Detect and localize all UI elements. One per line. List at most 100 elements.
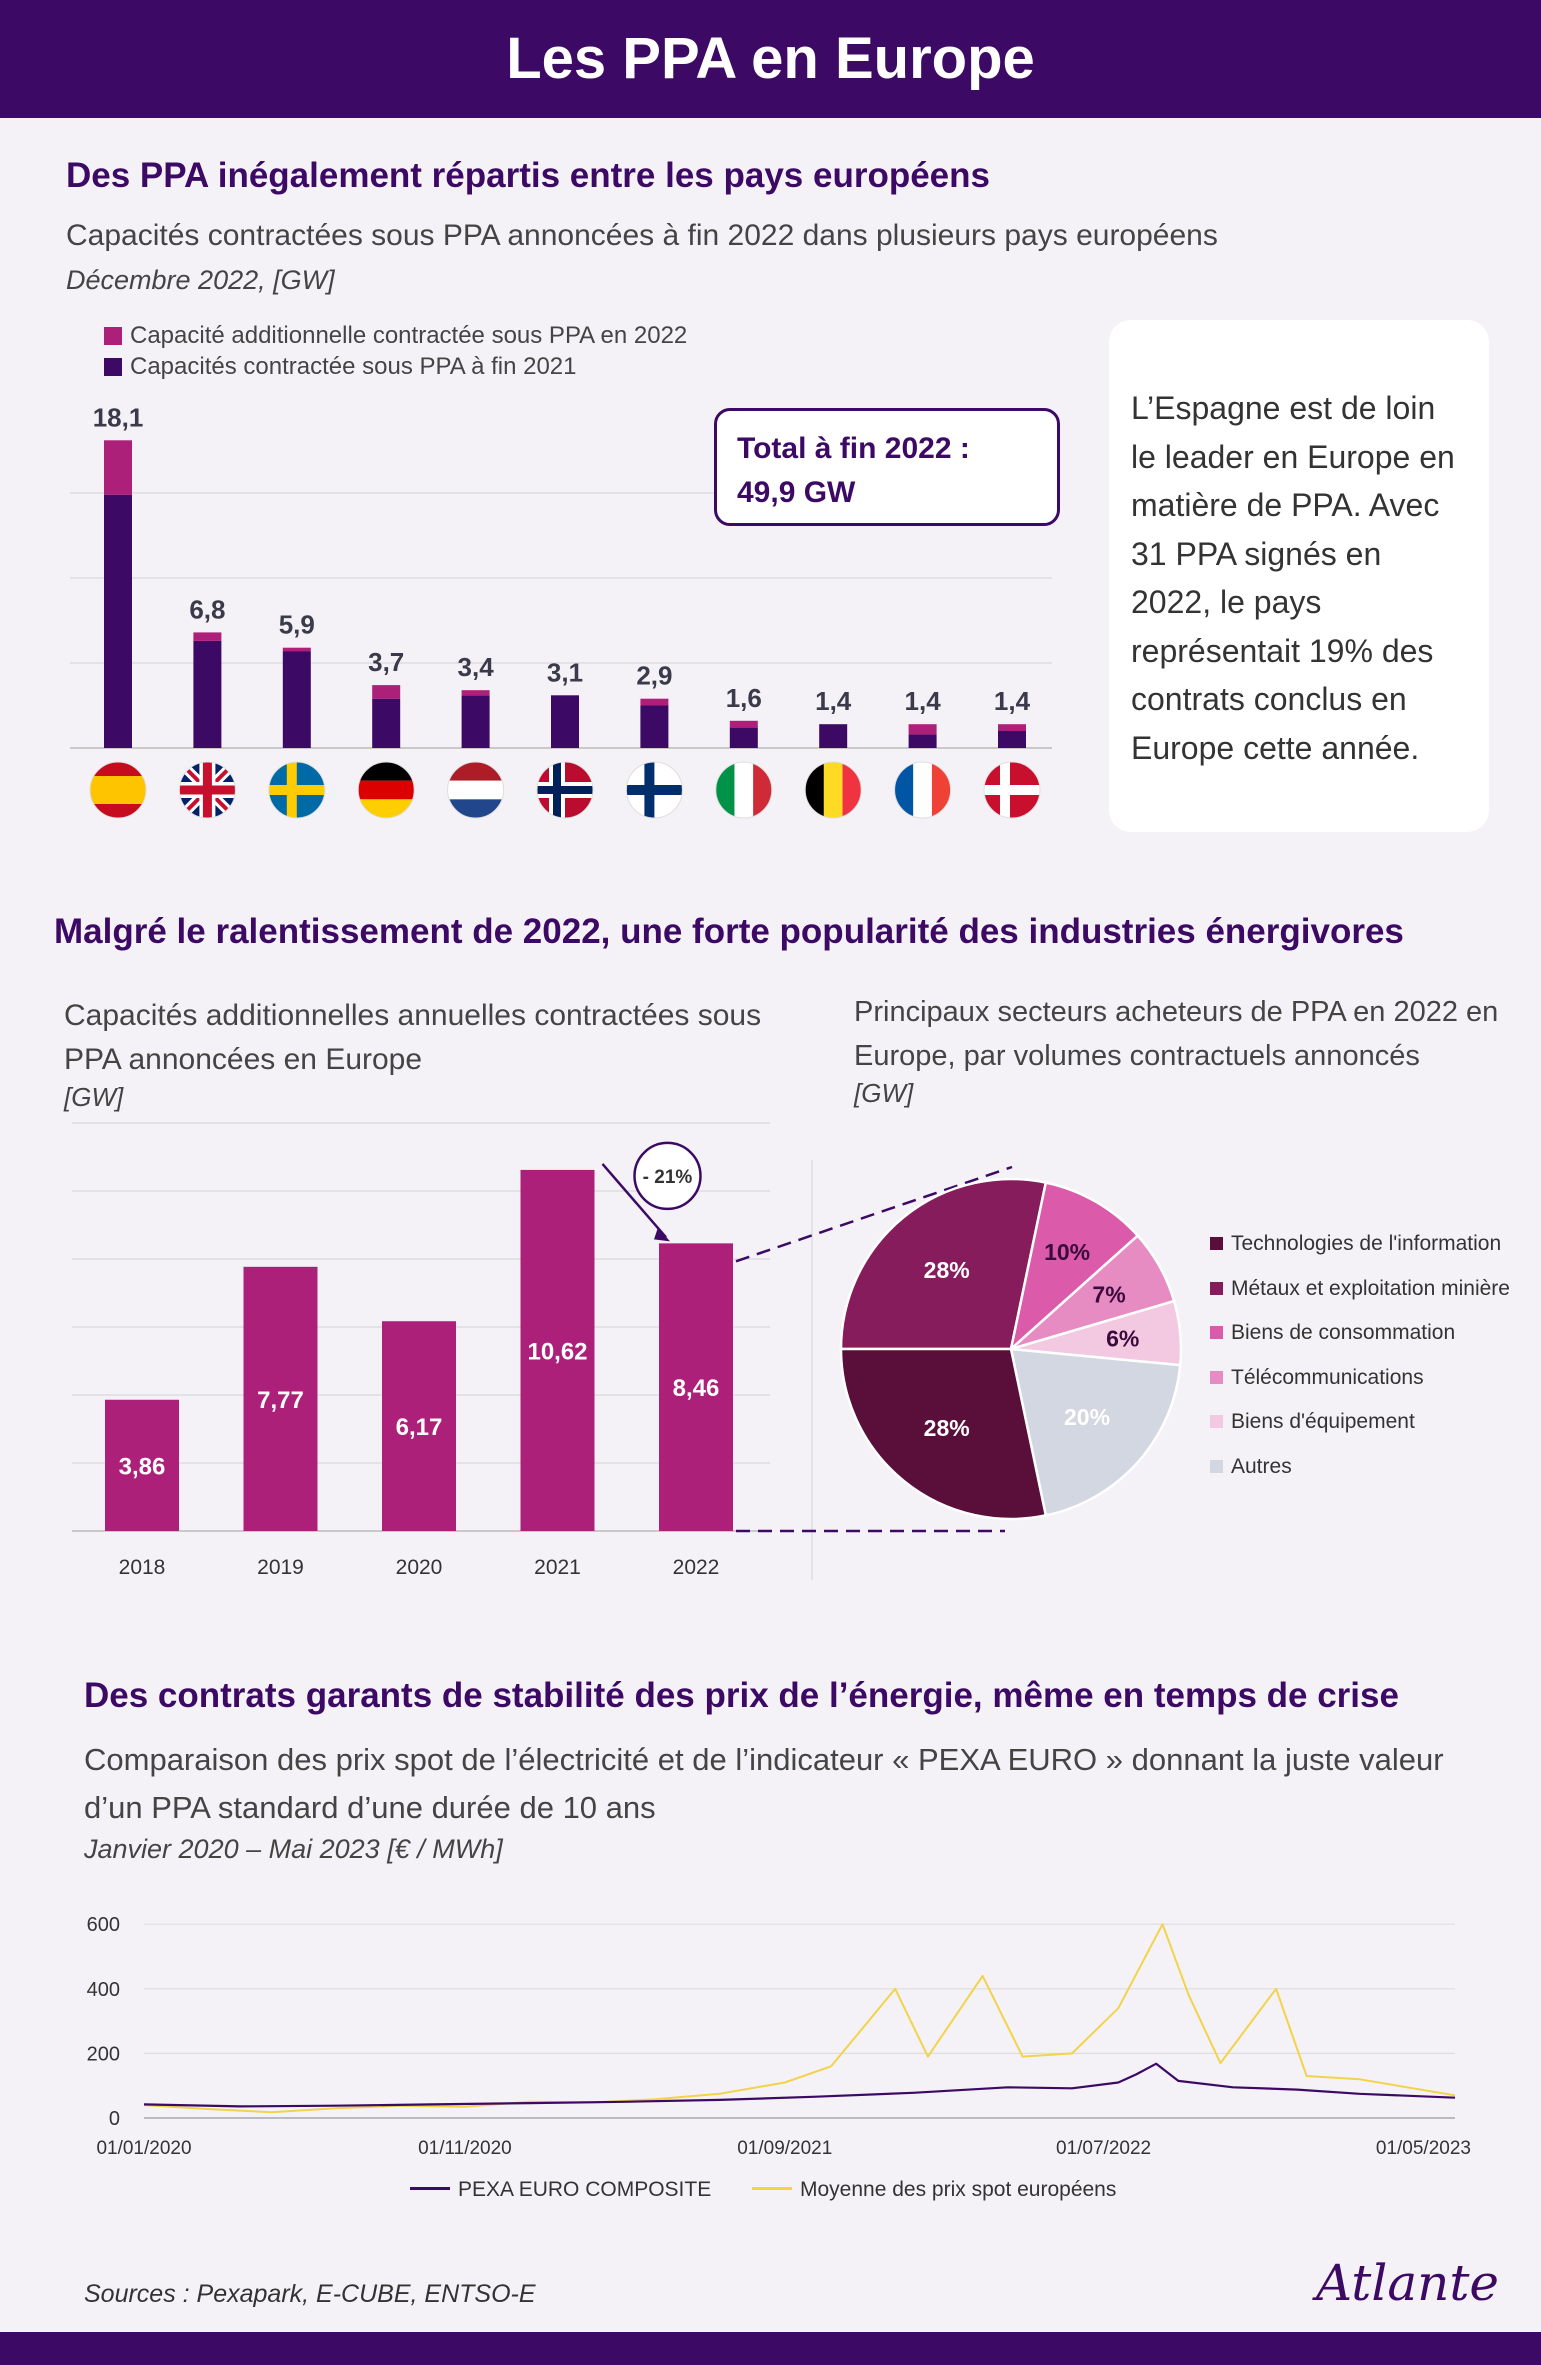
flag-body <box>358 762 415 818</box>
country-bar-chart: 18,1 6,8 5,9 3,7 3,4 3,1 2,9 1,6 1,4 1,4 1,4 <box>70 402 1052 819</box>
flag-outline <box>447 761 505 819</box>
y-tick-label: 400 <box>87 1979 120 2001</box>
flag-outline <box>357 761 415 819</box>
spot-price-line <box>143 1923 1456 2114</box>
bar-2021 <box>908 734 937 748</box>
footer-bar <box>0 2332 1541 2365</box>
pie-legend-swatch <box>1210 1415 1223 1428</box>
bar-total-label: 18,1 <box>93 402 144 432</box>
flag-body <box>984 762 1040 818</box>
flag-part <box>553 762 561 818</box>
flag-outline <box>983 761 1041 819</box>
x-tick-label: 2020 <box>396 1556 443 1579</box>
pie-legend-item: Télécommunications <box>1210 1366 1510 1411</box>
bar-value-label: 7,77 <box>257 1387 304 1414</box>
pie-legend-item: Biens d'équipement <box>1210 1410 1510 1455</box>
bar-2021 <box>282 651 311 748</box>
flag-part <box>447 762 504 781</box>
bar-2022 <box>998 724 1026 731</box>
sources: Sources : Pexapark, E-CUBE, ENTSO-E <box>84 2280 536 2308</box>
bar-2022 <box>908 724 937 735</box>
bar-2021 <box>193 640 222 748</box>
flag-part <box>931 762 951 818</box>
bar-2021 <box>551 695 579 748</box>
flag-body <box>894 762 951 818</box>
total-label: Total à fin 2022 : <box>737 432 970 465</box>
flag-part <box>984 785 1040 795</box>
flag-part <box>358 780 415 800</box>
bar-total-label: 6,8 <box>189 594 225 624</box>
flag-fr-icon <box>894 761 952 819</box>
flag-part <box>894 762 914 818</box>
connector-top <box>735 1165 1013 1263</box>
pie-legend-swatch <box>1210 1459 1223 1473</box>
flag-part <box>358 799 415 818</box>
flag-de-icon <box>357 761 415 819</box>
pie-legend-swatch <box>1210 1370 1223 1384</box>
bar-chart-title: Capacités additionnelles annuelles contr… <box>64 999 762 1076</box>
x-tick-label: 01/09/2021 <box>737 2138 832 2159</box>
pie-legend-item: Technologies de l'information <box>1210 1232 1510 1277</box>
pie-legend-label: Autres <box>1231 1454 1292 1478</box>
change-badge-label: - 21% <box>643 1167 693 1188</box>
bar-2021 <box>729 727 758 748</box>
pie-slice <box>839 1347 1048 1521</box>
pie-legend-item: Autres <box>1210 1455 1510 1500</box>
pie-chart-unit: [GW] <box>854 1078 914 1108</box>
legend-label-pexa: PEXA EURO COMPOSITE <box>458 2178 712 2201</box>
flag-part <box>715 762 735 818</box>
flag-part <box>644 762 655 818</box>
brand-logo: Atlante <box>1316 2254 1500 2312</box>
y-tick-label: 600 <box>87 1914 120 1936</box>
flag-part <box>537 786 593 794</box>
flag-part <box>753 762 772 818</box>
change-badge <box>633 1141 702 1211</box>
bar-year <box>659 1243 733 1531</box>
bar-value-label: 6,17 <box>396 1414 443 1441</box>
x-tick-label: 2022 <box>673 1556 720 1579</box>
flag-part <box>734 762 754 818</box>
flag-outline <box>894 761 952 819</box>
header-banner <box>0 0 1541 118</box>
legend-item-2021: Capacités contractée sous PPA à fin 2021 <box>104 353 577 381</box>
bar-value-label: 8,46 <box>673 1375 720 1402</box>
total-box: Total à fin 2022 : 49,9 GW <box>714 408 1060 526</box>
legend-line-pexa <box>410 2187 450 2190</box>
x-tick-label: 2018 <box>119 1556 166 1579</box>
section1-heading: Des PPA inégalement répartis entre les p… <box>66 156 990 195</box>
bar-total-label: 1,4 <box>815 686 852 716</box>
bar-2022 <box>640 698 669 706</box>
flag-part <box>1000 762 1010 818</box>
flag-part <box>90 776 146 804</box>
pie-slice <box>1008 1181 1140 1353</box>
x-tick-label: 2019 <box>257 1556 304 1579</box>
section1-unit: Décembre 2022, [GW] <box>66 265 335 295</box>
pie-legend-swatch <box>1210 1326 1223 1339</box>
flag-body <box>90 762 146 818</box>
bar-value-label: 10,62 <box>527 1338 587 1365</box>
flag-fi-icon <box>625 761 683 819</box>
legend-item-spot: Moyenne des prix spot européens <box>752 2178 1116 2202</box>
flag-nl-icon <box>447 761 505 819</box>
pexa-line <box>143 2062 1456 2108</box>
pie-legend-swatch <box>1210 1281 1223 1295</box>
bar-2022 <box>372 685 401 699</box>
y-tick-label: 200 <box>87 2043 120 2065</box>
annual-bar-chart: 3,86 2018 7,77 2019 6,17 2020 10,62 2021 8,46 202… <box>72 1122 1183 1580</box>
legend-item-pexa: PEXA EURO COMPOSITE <box>410 2178 711 2202</box>
legend-swatch-2021 <box>104 358 122 376</box>
flag-outline <box>715 761 773 819</box>
section3-subtitle: Comparaison des prix spot de l’électrici… <box>84 1742 1444 1825</box>
section3-unit: Janvier 2020 – Mai 2023 [€ / MWh] <box>84 1834 503 1864</box>
bar-2021 <box>104 494 132 748</box>
flag-body <box>537 762 593 818</box>
section2-heading: Malgré le ralentissement de 2022, une fo… <box>54 912 1404 951</box>
bar-total-label: 5,9 <box>279 610 315 640</box>
price-line-chart: 0 200 400 600 01/01/2020 01/11/2020 01/09/2021… <box>87 1914 1471 2159</box>
bar-2021 <box>998 731 1026 748</box>
pie-legend-swatch <box>1210 1237 1223 1250</box>
x-tick-label: 01/05/2023 <box>1376 2138 1471 2159</box>
bar-value-label: 3,86 <box>119 1453 166 1480</box>
flag-outline <box>268 761 326 819</box>
pie-slice-label: 20% <box>1064 1404 1110 1430</box>
